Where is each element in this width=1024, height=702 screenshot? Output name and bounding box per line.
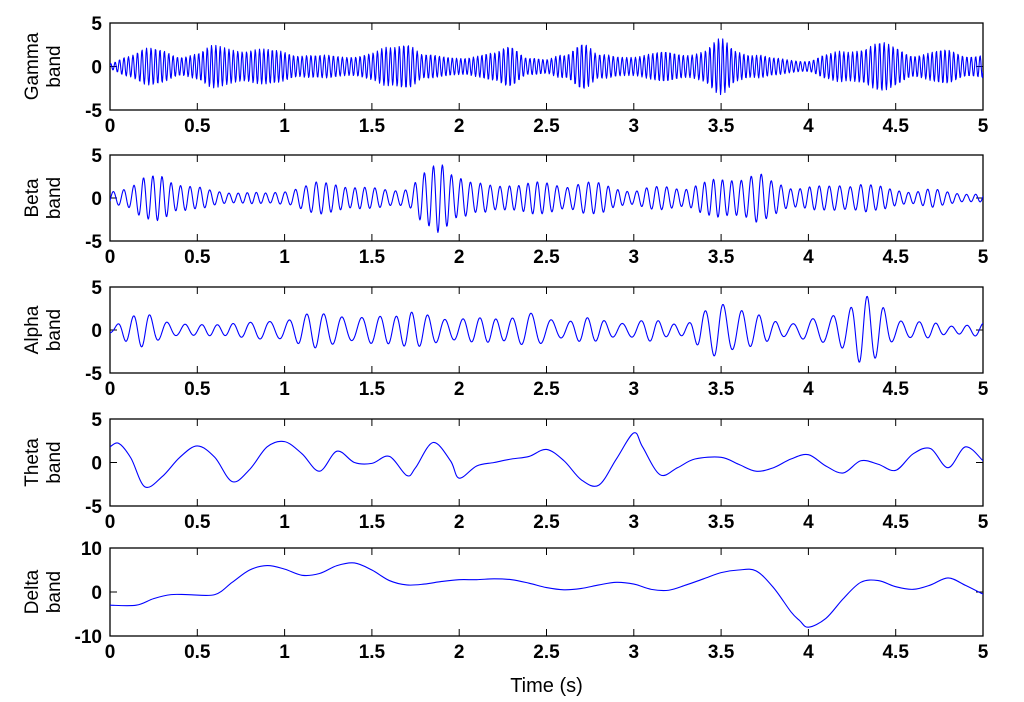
xtick-label: 0.5 bbox=[184, 379, 211, 400]
xtick-label: 2 bbox=[454, 512, 465, 533]
xtick-label: 2 bbox=[454, 642, 465, 663]
ylabel-line-2: band bbox=[44, 571, 65, 613]
xtick-label: 5 bbox=[978, 379, 989, 400]
ylabel-line-2: band bbox=[44, 45, 65, 87]
ytick-label: 10 bbox=[81, 539, 102, 560]
xtick-label: 3 bbox=[629, 642, 640, 663]
xtick-label: 4.5 bbox=[882, 116, 909, 137]
ytick-label: 0 bbox=[91, 58, 102, 79]
ylabel-line-1: Gamma bbox=[22, 32, 43, 100]
xtick-label: 2.5 bbox=[533, 247, 560, 268]
signal-line-3 bbox=[110, 295, 983, 363]
xtick-label: 1 bbox=[279, 116, 290, 137]
xtick-label: 0.5 bbox=[184, 512, 211, 533]
xtick-label: 5 bbox=[978, 247, 989, 268]
xtick-label: 3 bbox=[629, 512, 640, 533]
xtick-label: 3.5 bbox=[708, 642, 735, 663]
xtick-label: 5 bbox=[978, 116, 989, 137]
xtick-label: 4.5 bbox=[882, 642, 909, 663]
xtick-label: 0.5 bbox=[184, 116, 211, 137]
ytick-label: -5 bbox=[85, 232, 102, 253]
ytick-label: -10 bbox=[75, 627, 102, 648]
xtick-label: 0 bbox=[105, 379, 116, 400]
ytick-label: 0 bbox=[91, 583, 102, 604]
xtick-label: 1.5 bbox=[359, 642, 386, 663]
signal-line-2 bbox=[110, 164, 983, 233]
ylabel-line-1: Theta bbox=[22, 438, 43, 487]
xtick-label: 2 bbox=[454, 379, 465, 400]
signal-line-4 bbox=[110, 432, 983, 489]
xtick-label: 0 bbox=[105, 512, 116, 533]
xtick-label: 1 bbox=[279, 642, 290, 663]
xtick-label: 1 bbox=[279, 512, 290, 533]
xtick-label: 4.5 bbox=[882, 247, 909, 268]
xtick-label: 4 bbox=[803, 512, 814, 533]
xtick-label: 2 bbox=[454, 247, 465, 268]
ytick-label: 5 bbox=[91, 410, 102, 431]
xtick-label: 4.5 bbox=[882, 512, 909, 533]
xtick-label: 4 bbox=[803, 379, 814, 400]
xtick-label: 4.5 bbox=[882, 379, 909, 400]
xtick-label: 2 bbox=[454, 116, 465, 137]
ytick-label: 5 bbox=[91, 14, 102, 35]
xtick-label: 1 bbox=[279, 247, 290, 268]
xtick-label: 2.5 bbox=[533, 116, 560, 137]
xtick-label: 2.5 bbox=[533, 379, 560, 400]
ytick-label: -5 bbox=[85, 364, 102, 385]
axes-box-4 bbox=[109, 418, 984, 507]
xtick-label: 3.5 bbox=[708, 116, 735, 137]
ytick-label: -5 bbox=[85, 497, 102, 518]
xtick-label: 1.5 bbox=[359, 116, 386, 137]
xtick-label: 1.5 bbox=[359, 379, 386, 400]
xtick-label: 3.5 bbox=[708, 247, 735, 268]
xtick-label: 0 bbox=[105, 642, 116, 663]
xtick-label: 0.5 bbox=[184, 642, 211, 663]
ytick-label: 0 bbox=[91, 321, 102, 342]
xtick-label: 4 bbox=[803, 247, 814, 268]
xtick-label: 4 bbox=[803, 116, 814, 137]
ytick-label: 5 bbox=[91, 146, 102, 167]
xtick-label: 3 bbox=[629, 116, 640, 137]
xtick-label: 5 bbox=[978, 642, 989, 663]
xtick-label: 3.5 bbox=[708, 379, 735, 400]
xtick-label: 4 bbox=[803, 642, 814, 663]
xtick-label: 3 bbox=[629, 247, 640, 268]
ylabel-line-1: Alpha bbox=[22, 305, 43, 354]
xtick-label: 2.5 bbox=[533, 512, 560, 533]
ylabel-line-1: Delta bbox=[22, 569, 43, 614]
xtick-label: 5 bbox=[978, 512, 989, 533]
ylabel-line-2: band bbox=[44, 177, 65, 219]
ylabel-line-1: Beta bbox=[22, 178, 43, 218]
ytick-label: -5 bbox=[85, 101, 102, 122]
ylabel-line-2: band bbox=[44, 441, 65, 483]
axes-box-5 bbox=[109, 547, 984, 637]
xtick-label: 1 bbox=[279, 379, 290, 400]
xtick-label: 1.5 bbox=[359, 512, 386, 533]
ytick-label: 0 bbox=[91, 454, 102, 475]
xtick-label: 1.5 bbox=[359, 247, 386, 268]
xtick-label: 0.5 bbox=[184, 247, 211, 268]
ytick-label: 0 bbox=[91, 189, 102, 210]
ytick-label: 5 bbox=[91, 278, 102, 299]
xtick-label: 0 bbox=[105, 116, 116, 137]
ylabel-line-2: band bbox=[44, 309, 65, 351]
xtick-label: 0 bbox=[105, 247, 116, 268]
xtick-label: 2.5 bbox=[533, 642, 560, 663]
xtick-label: 3.5 bbox=[708, 512, 735, 533]
signal-line-5 bbox=[110, 562, 983, 628]
signal-line-1 bbox=[110, 38, 983, 96]
xtick-label: 3 bbox=[629, 379, 640, 400]
xlabel: Time (s) bbox=[510, 675, 583, 697]
